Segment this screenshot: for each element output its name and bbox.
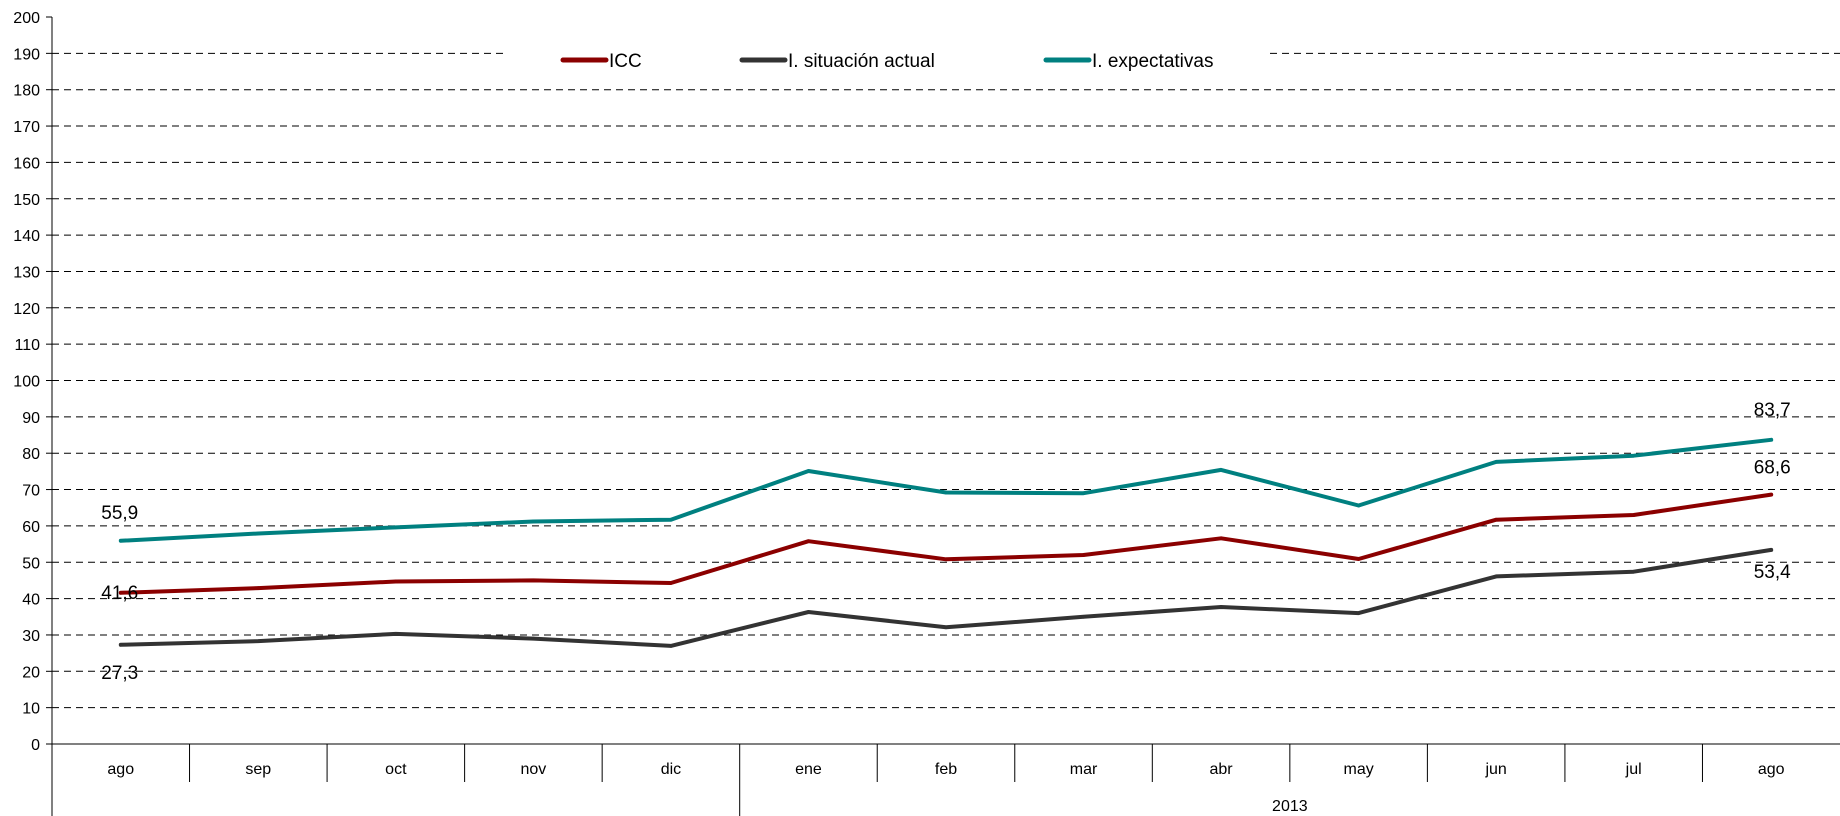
data-point: [1769, 492, 1774, 497]
y-tick-label: 190: [13, 46, 40, 63]
data-point: [1081, 491, 1086, 495]
x-group-label: 2013: [1272, 798, 1308, 815]
y-axis-ticks: 0 10 20 30 40 50 60 70 80 90 100 110 120 130 140 150 160…: [13, 10, 52, 754]
data-point: [118, 642, 123, 647]
legend-label: I. expectativas: [1092, 51, 1213, 72]
data-point: [1219, 468, 1223, 472]
x-category-label: feb: [935, 761, 957, 778]
series-lines: [118, 437, 1774, 648]
x-category-label: nov: [520, 761, 546, 778]
y-tick-label: 140: [13, 228, 40, 245]
grid-lines: [52, 52, 1840, 709]
data-point: [1631, 569, 1636, 574]
y-tick-label: 180: [13, 83, 40, 100]
data-point: [806, 539, 811, 543]
data-point: [806, 610, 811, 614]
data-point: [394, 579, 398, 584]
data-label: 83,7: [1754, 400, 1791, 421]
y-tick-label: 170: [13, 119, 40, 136]
data-point: [531, 519, 536, 524]
legend-label: ICC: [609, 51, 642, 72]
x-category-label: may: [1343, 761, 1373, 778]
y-tick-label: 60: [22, 519, 40, 536]
data-point: [1494, 460, 1498, 464]
x-category-label: abr: [1210, 761, 1234, 778]
x-category-label: ago: [107, 761, 134, 778]
data-point: [1631, 453, 1636, 458]
data-point: [669, 581, 673, 585]
data-point: [1356, 503, 1361, 508]
y-tick-label: 10: [22, 701, 40, 718]
y-tick-label: 0: [31, 737, 40, 754]
y-tick-label: 80: [22, 446, 40, 463]
data-point: [394, 632, 398, 636]
y-tick-label: 130: [13, 264, 40, 281]
y-tick-label: 70: [22, 483, 40, 500]
series-line: [118, 547, 1774, 648]
y-tick-label: 120: [13, 301, 40, 318]
y-tick-label: 90: [22, 410, 40, 427]
data-point: [944, 557, 948, 562]
data-point: [1769, 437, 1774, 442]
data-point: [1219, 536, 1223, 541]
data-label: 68,6: [1754, 458, 1791, 479]
data-point: [669, 517, 673, 522]
x-axis-categories: ago sep oct nov dic ene feb mar abr may jun jul ago 2…: [107, 761, 1784, 815]
y-tick-label: 200: [13, 10, 40, 27]
data-point: [1769, 548, 1774, 552]
data-point: [118, 539, 123, 543]
data-labels: 55,9 41,6 27,3 83,7 68,6 53,4: [101, 400, 1791, 684]
axes: [51, 17, 1840, 816]
x-category-label: mar: [1070, 761, 1098, 778]
data-point: [1494, 517, 1498, 522]
legend-label: I. situación actual: [788, 51, 935, 72]
data-point: [118, 590, 123, 595]
data-point: [1356, 611, 1361, 615]
data-label: 55,9: [101, 503, 138, 524]
data-point: [944, 625, 948, 630]
x-category-label: ago: [1758, 761, 1785, 778]
data-label: 53,4: [1754, 562, 1791, 583]
x-category-label: oct: [385, 761, 407, 778]
data-point: [669, 644, 673, 648]
data-point: [1631, 513, 1636, 517]
y-tick-label: 150: [13, 192, 40, 209]
x-category-label: jul: [1625, 761, 1642, 778]
y-tick-label: 20: [22, 664, 40, 681]
legend: ICC I. situación actual I. expectativas: [560, 51, 1213, 72]
data-point: [1219, 605, 1223, 609]
data-label: 27,3: [101, 663, 138, 684]
y-tick-label: 40: [22, 592, 40, 609]
data-point: [256, 639, 261, 643]
y-tick-label: 160: [13, 155, 40, 172]
x-category-label: dic: [661, 761, 681, 778]
data-point: [1494, 574, 1498, 579]
y-tick-label: 100: [13, 374, 40, 391]
data-point: [944, 490, 948, 495]
x-category-label: sep: [245, 761, 271, 778]
y-tick-label: 30: [22, 628, 40, 645]
data-label: 41,6: [101, 583, 138, 604]
data-point: [531, 636, 536, 641]
y-tick-label: 110: [14, 337, 40, 354]
data-point: [1081, 614, 1086, 619]
data-point: [1081, 553, 1086, 557]
data-point: [256, 531, 261, 536]
x-category-label: ene: [795, 761, 822, 778]
data-point: [394, 525, 398, 530]
data-point: [806, 469, 811, 473]
series-line: [118, 492, 1774, 595]
data-point: [531, 578, 536, 583]
data-point: [1356, 557, 1361, 561]
data-point: [256, 586, 261, 590]
x-category-label: jun: [1484, 761, 1506, 778]
y-tick-label: 50: [22, 555, 40, 572]
